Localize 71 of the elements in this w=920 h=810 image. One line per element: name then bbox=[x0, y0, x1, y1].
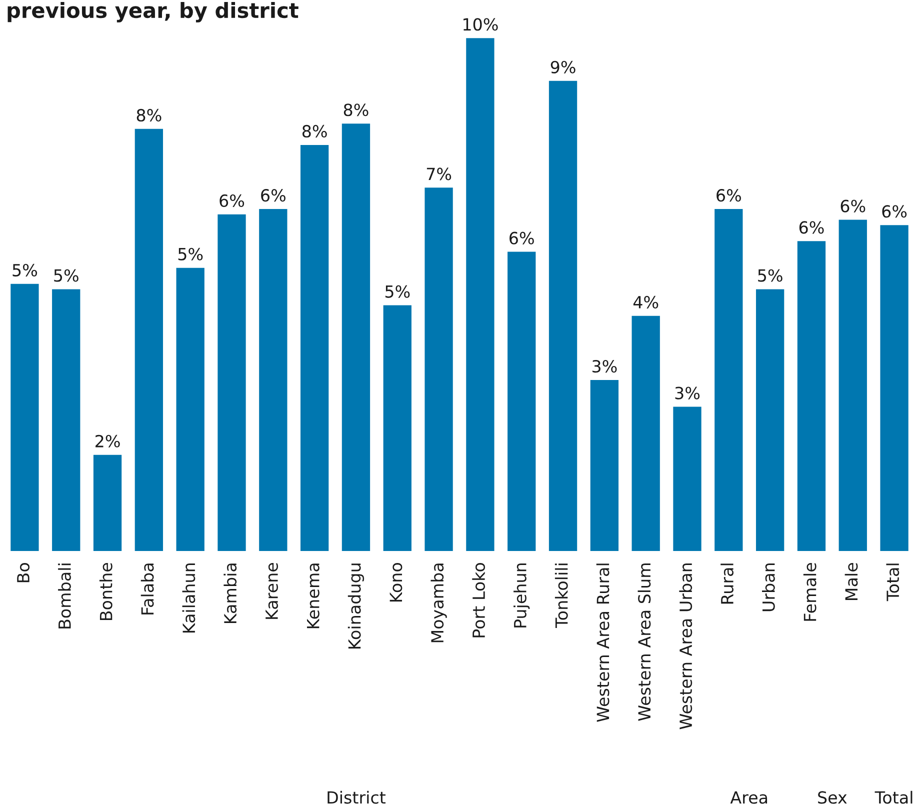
data-label: 9% bbox=[550, 60, 576, 74]
bar bbox=[176, 268, 204, 551]
x-tick-label: Rural bbox=[720, 564, 734, 604]
x-tick-label: Falaba bbox=[140, 564, 154, 614]
bar bbox=[259, 209, 288, 551]
bar bbox=[93, 454, 122, 551]
bar bbox=[797, 241, 826, 551]
text: Sex bbox=[818, 791, 847, 804]
x-tick-label: Western Area Rural bbox=[596, 564, 610, 722]
x-tick-label: Bombali bbox=[58, 564, 71, 628]
text: Total bbox=[874, 790, 912, 804]
bar bbox=[673, 406, 702, 551]
data-label: 8% bbox=[302, 124, 327, 138]
bar bbox=[10, 284, 39, 551]
data-label: 8% bbox=[136, 108, 162, 122]
data-label: 5% bbox=[54, 269, 78, 282]
data-label: 8% bbox=[344, 104, 368, 116]
x-tick-label: Western Area Slum bbox=[638, 564, 651, 721]
data-label: 6% bbox=[261, 189, 286, 202]
x-tick-label: Moyamba bbox=[430, 564, 447, 642]
data-label: 5% bbox=[12, 264, 38, 276]
data-label: 4% bbox=[633, 296, 658, 309]
data-label: 6% bbox=[799, 221, 824, 234]
data-label: 5% bbox=[385, 285, 410, 298]
bar bbox=[466, 38, 494, 551]
bar bbox=[714, 209, 743, 551]
x-tick-label: Koinadugu bbox=[348, 564, 364, 648]
data-label: 2% bbox=[96, 434, 120, 448]
bar bbox=[838, 220, 867, 551]
x-tick-label: Kono bbox=[390, 563, 402, 602]
x-tick-label: Bo bbox=[17, 563, 30, 582]
text: District bbox=[328, 790, 386, 804]
data-label: 6% bbox=[716, 189, 741, 202]
x-tick-label: Kambia bbox=[224, 564, 237, 623]
x-tick-label: Western Area Urban bbox=[679, 564, 692, 730]
bar bbox=[880, 225, 908, 551]
data-label: 5% bbox=[178, 248, 203, 260]
data-label: 6% bbox=[840, 200, 866, 212]
x-tick-label: Kenema bbox=[307, 564, 320, 628]
bar bbox=[424, 188, 453, 551]
x-tick-label: Total bbox=[886, 564, 900, 602]
bar bbox=[508, 252, 536, 551]
x-tick-label: Kailahun bbox=[182, 564, 196, 632]
x-tick-label: Urban bbox=[762, 564, 775, 612]
x-tick-label: Female bbox=[803, 563, 816, 621]
bar bbox=[383, 305, 412, 551]
bar bbox=[632, 316, 660, 551]
data-label: 3% bbox=[675, 386, 700, 400]
x-tick-label: Male bbox=[844, 563, 858, 600]
bar bbox=[134, 128, 164, 551]
text: Area bbox=[730, 791, 768, 804]
chart-title: previous year, by district bbox=[8, 2, 298, 22]
data-label: 3% bbox=[592, 360, 617, 373]
bar bbox=[300, 144, 329, 551]
bar bbox=[590, 380, 619, 551]
data-label: 7% bbox=[426, 168, 452, 180]
x-tick-label: Tonkolili bbox=[554, 564, 568, 628]
data-label: 6% bbox=[220, 194, 244, 207]
bar bbox=[548, 80, 578, 551]
x-tick-label: Bonthe bbox=[99, 563, 112, 620]
x-tick-label: Karene bbox=[266, 563, 278, 619]
data-label: 6% bbox=[510, 232, 534, 244]
bar bbox=[756, 289, 784, 551]
data-label: 6% bbox=[882, 205, 907, 218]
x-tick-label: Port Loko bbox=[472, 563, 486, 638]
x-tick-label: Pujehun bbox=[514, 564, 530, 628]
data-label: 5% bbox=[758, 269, 782, 282]
bar bbox=[342, 124, 370, 551]
data-label: 10% bbox=[464, 18, 498, 31]
bar bbox=[218, 214, 246, 551]
bar bbox=[52, 289, 80, 551]
